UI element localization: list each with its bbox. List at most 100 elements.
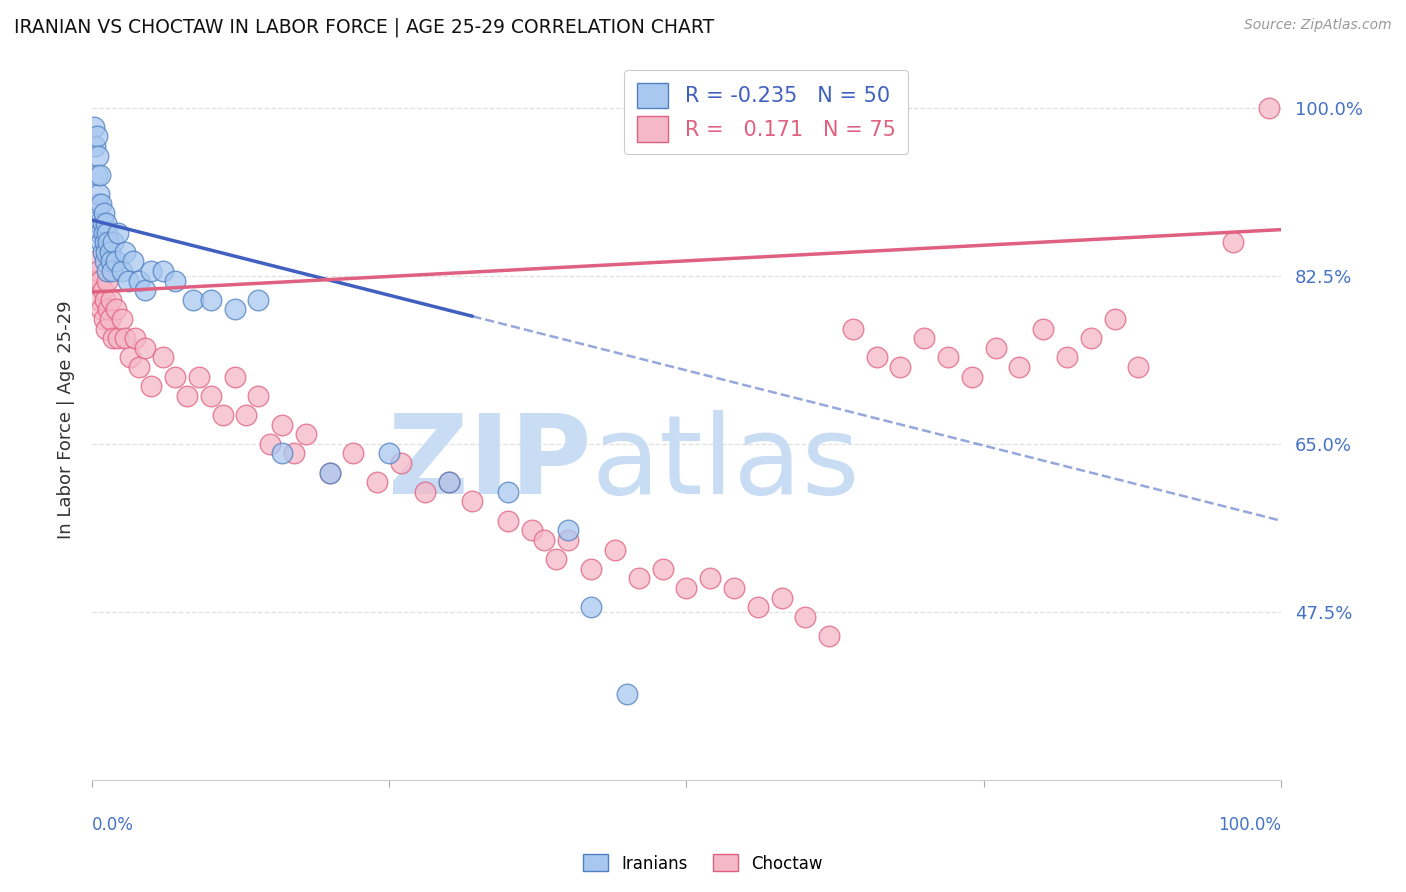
Point [912, 331, 935, 345]
Point [94, 293, 117, 307]
Point [94, 254, 117, 268]
Point [96, 274, 118, 288]
Point [97, 302, 120, 317]
Point [93, 206, 115, 220]
Legend: Iranians, Choctaw: Iranians, Choctaw [576, 847, 830, 880]
Point [124, 331, 146, 345]
Point [533, 533, 555, 547]
Point [235, 408, 257, 422]
Point [91, 283, 114, 297]
Point [128, 274, 150, 288]
Point [165, 369, 187, 384]
Text: atlas: atlas [592, 409, 860, 516]
Point [318, 466, 340, 480]
Point [770, 591, 793, 605]
Point [87, 293, 110, 307]
Point [747, 600, 769, 615]
Point [87, 149, 110, 163]
Point [100, 254, 122, 268]
Point [960, 369, 983, 384]
Point [86, 168, 108, 182]
Point [247, 293, 270, 307]
Point [200, 389, 222, 403]
Point [107, 331, 129, 345]
Point [496, 514, 519, 528]
Point [89, 226, 111, 240]
Point [271, 417, 294, 432]
Point [94, 235, 117, 249]
Point [103, 331, 125, 345]
Point [110, 312, 132, 326]
Point [89, 168, 111, 182]
Point [114, 331, 136, 345]
Point [98, 312, 121, 326]
Point [936, 351, 959, 365]
Point [366, 475, 388, 490]
Point [118, 351, 141, 365]
Point [616, 687, 638, 701]
Legend: R = -0.235   N = 50, R =   0.171   N = 75: R = -0.235 N = 50, R = 0.171 N = 75 [624, 70, 908, 154]
Point [110, 264, 132, 278]
Point [84, 139, 107, 153]
Point [97, 235, 120, 249]
Text: 0.0%: 0.0% [91, 816, 134, 834]
Point [723, 581, 745, 595]
Point [581, 600, 603, 615]
Point [581, 562, 603, 576]
Point [557, 524, 579, 538]
Point [794, 609, 817, 624]
Point [699, 571, 721, 585]
Point [83, 120, 105, 134]
Point [557, 533, 579, 547]
Point [413, 484, 436, 499]
Point [1222, 235, 1244, 249]
Point [152, 264, 174, 278]
Point [247, 389, 270, 403]
Point [1128, 359, 1150, 374]
Text: IRANIAN VS CHOCTAW IN LABOR FORCE | AGE 25-29 CORRELATION CHART: IRANIAN VS CHOCTAW IN LABOR FORCE | AGE … [14, 18, 714, 37]
Point [1258, 101, 1281, 115]
Point [141, 264, 163, 278]
Point [461, 494, 484, 508]
Point [87, 196, 110, 211]
Point [496, 484, 519, 499]
Point [889, 359, 911, 374]
Point [89, 274, 111, 288]
Point [104, 254, 127, 268]
Point [94, 321, 117, 335]
Point [544, 552, 567, 566]
Point [141, 379, 163, 393]
Point [187, 369, 209, 384]
Point [1056, 351, 1078, 365]
Point [211, 408, 233, 422]
Point [86, 129, 108, 144]
Point [1080, 331, 1102, 345]
Point [866, 351, 889, 365]
Point [152, 351, 174, 365]
Point [114, 244, 136, 259]
Point [259, 437, 281, 451]
Point [94, 244, 117, 259]
Point [90, 302, 112, 317]
Point [96, 226, 118, 240]
Point [134, 341, 156, 355]
Point [91, 244, 114, 259]
Text: Source: ZipAtlas.com: Source: ZipAtlas.com [1244, 18, 1392, 32]
Point [93, 312, 115, 326]
Point [984, 341, 1007, 355]
Point [93, 226, 115, 240]
Text: 100.0%: 100.0% [1218, 816, 1281, 834]
Point [271, 446, 294, 460]
Point [603, 542, 626, 557]
Point [90, 196, 112, 211]
Point [87, 187, 110, 202]
Point [98, 244, 121, 259]
Text: ZIP: ZIP [388, 409, 592, 516]
Point [224, 369, 246, 384]
Point [378, 446, 401, 460]
Point [165, 274, 187, 288]
Point [675, 581, 697, 595]
Point [128, 359, 150, 374]
Point [818, 629, 841, 643]
Point [84, 254, 107, 268]
